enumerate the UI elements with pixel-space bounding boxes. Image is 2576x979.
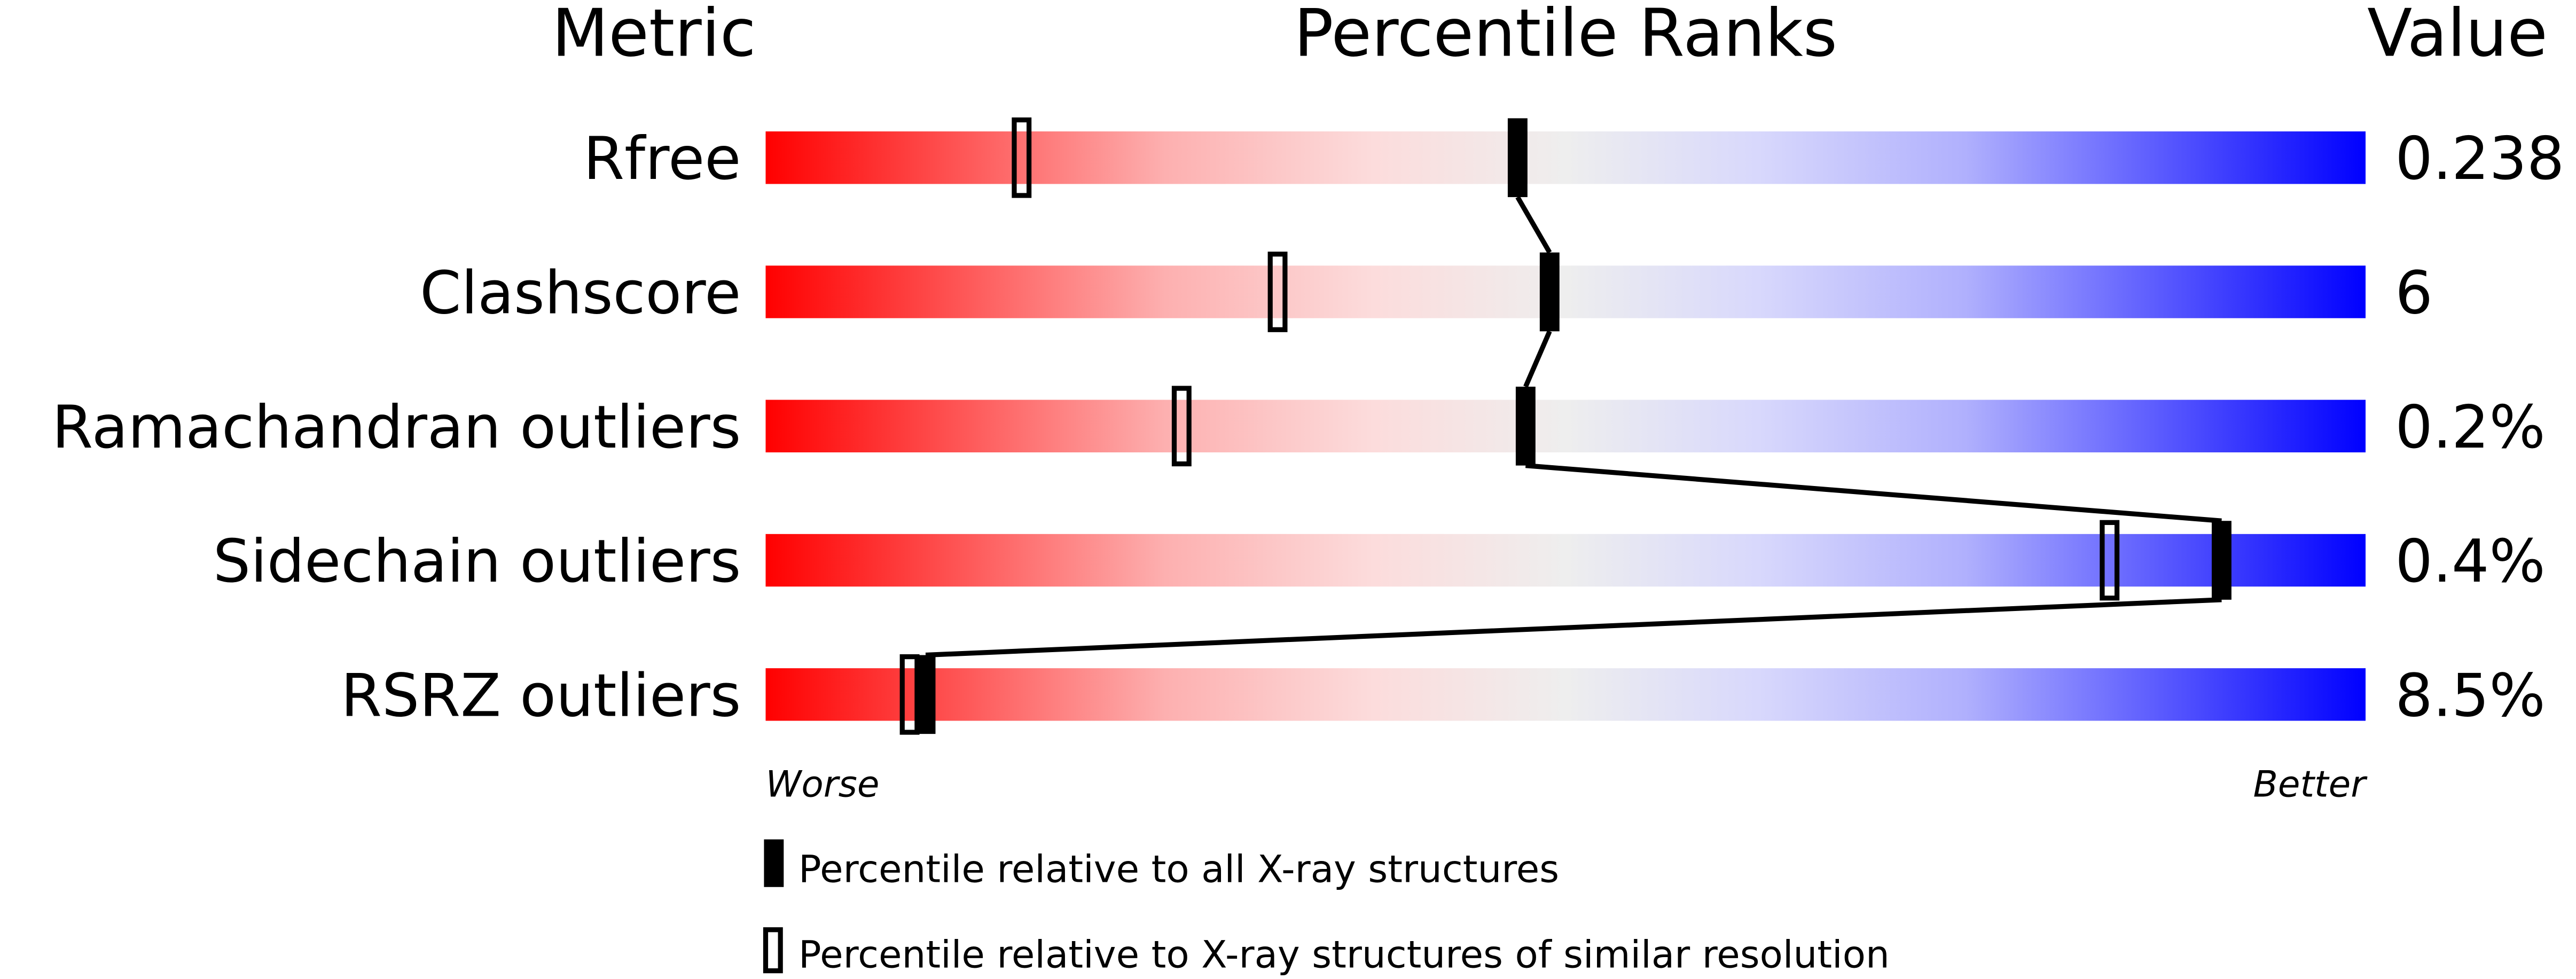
all-structures-marker bbox=[915, 655, 936, 734]
metric-value: 6 bbox=[2395, 259, 2432, 327]
percentile-bar bbox=[765, 131, 2366, 184]
metric-label: Sidechain outliers bbox=[213, 527, 741, 596]
axis-worse-label: Worse bbox=[765, 763, 879, 805]
connector-line bbox=[1515, 195, 1552, 254]
connector-line bbox=[1523, 330, 1552, 388]
legend-all-label: Percentile relative to all X-ray structu… bbox=[798, 847, 1559, 891]
similar-resolution-marker bbox=[2100, 520, 2120, 601]
metric-label: Rfree bbox=[583, 124, 741, 193]
percentile-bar bbox=[765, 400, 2366, 452]
percentile-bar bbox=[765, 265, 2366, 318]
similar-resolution-marker bbox=[1012, 117, 1032, 198]
legend-open-marker-icon bbox=[763, 927, 783, 974]
connector-line bbox=[925, 597, 2222, 658]
header-metric: Metric bbox=[552, 0, 756, 72]
metric-label: Ramachandran outliers bbox=[52, 393, 741, 462]
metric-value: 0.238 bbox=[2395, 124, 2564, 193]
all-structures-marker bbox=[1507, 118, 1528, 198]
axis-better-label: Better bbox=[2253, 763, 2368, 805]
metric-value: 0.4% bbox=[2395, 527, 2545, 596]
all-structures-marker bbox=[2211, 521, 2232, 600]
metric-label: Clashscore bbox=[420, 259, 741, 327]
metric-label: RSRZ outliers bbox=[341, 661, 741, 730]
similar-resolution-marker bbox=[1267, 252, 1288, 332]
header-value: Value bbox=[2367, 0, 2548, 72]
legend-similar-label: Percentile relative to X-ray structures … bbox=[798, 932, 1890, 976]
similar-resolution-marker bbox=[1171, 386, 1192, 467]
metric-value: 0.2% bbox=[2395, 393, 2545, 462]
connector-line bbox=[1525, 463, 2222, 523]
percentile-bar bbox=[765, 668, 2366, 721]
all-structures-marker bbox=[1515, 386, 1536, 466]
percentile-bar bbox=[765, 534, 2366, 587]
header-percentile-ranks: Percentile Ranks bbox=[1294, 0, 1837, 72]
metric-value: 8.5% bbox=[2395, 661, 2545, 730]
legend-filled-marker-icon bbox=[764, 839, 784, 887]
all-structures-marker bbox=[1539, 252, 1560, 332]
